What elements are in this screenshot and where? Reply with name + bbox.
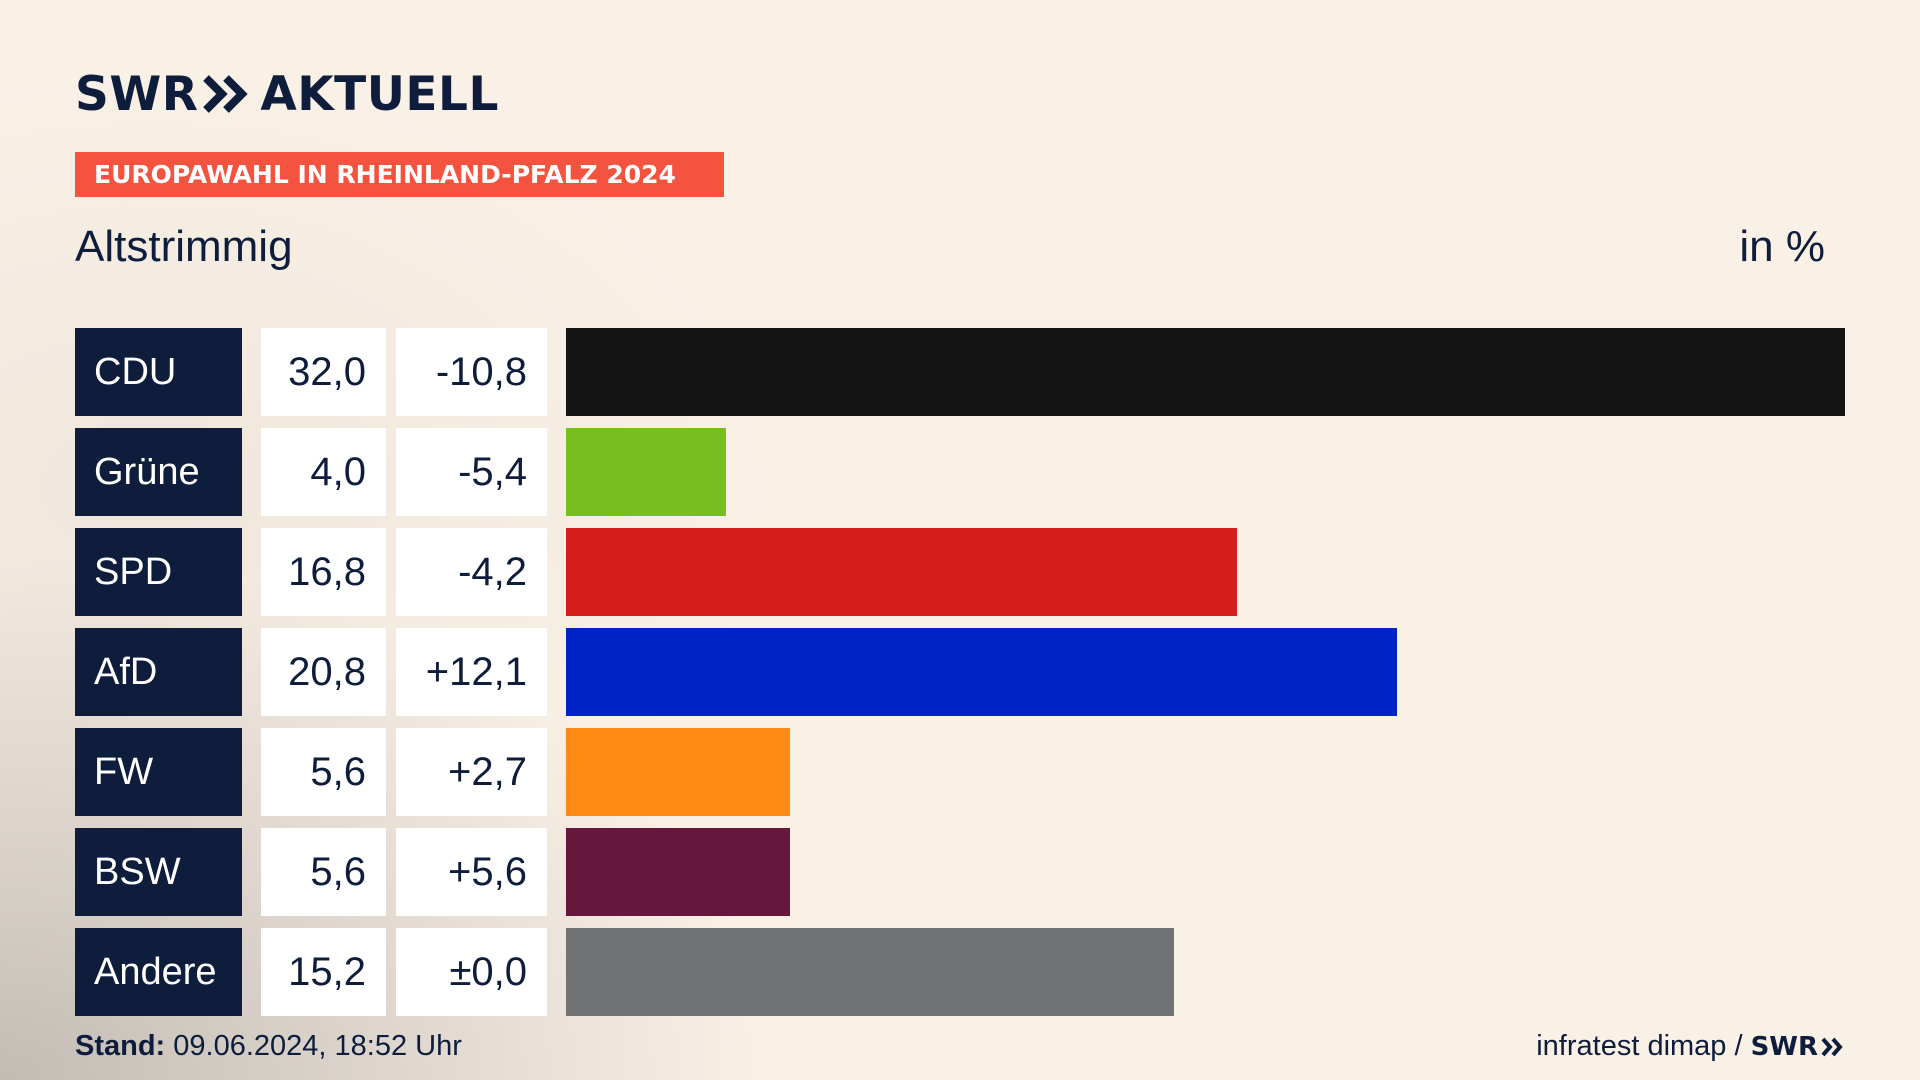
chart-unit: in % [1739,222,1825,271]
bar-row-spd: SPD 16,8 -4,2 [75,528,1845,616]
party-label: SPD [75,528,242,616]
bar-row-andere: Andere 15,2 ±0,0 [75,928,1845,1016]
value-label: 32,0 [261,328,386,416]
bar-row-fw: FW 5,6 +2,7 [75,728,1845,816]
double-chevron-icon [1821,1037,1843,1056]
diff-label: +12,1 [396,628,547,716]
bar [566,528,1237,616]
footer-timestamp: Stand: 09.06.2024, 18:52 Uhr [75,1030,462,1063]
banner-text: EUROPAWAHL IN RHEINLAND-PFALZ 2024 [94,160,676,189]
diff-label: +2,7 [396,728,547,816]
logo-aktuell-text: AKTUELL [260,66,499,122]
party-label: FW [75,728,242,816]
logo-swr-text: SWR [75,66,199,122]
bar [566,428,726,516]
bar-row-cdu: CDU 32,0 -10,8 [75,328,1845,416]
party-label: BSW [75,828,242,916]
swr-aktuell-logo: SWR AKTUELL [75,66,499,122]
bar [566,628,1397,716]
bar [566,928,1174,1016]
source-text: infratest dimap / [1536,1030,1743,1062]
chart-subtitle: Altstrimmig [75,222,293,271]
party-label: Andere [75,928,242,1016]
diff-label: ±0,0 [396,928,547,1016]
double-chevron-icon [203,75,249,113]
value-label: 16,8 [261,528,386,616]
bar-row-afd: AfD 20,8 +12,1 [75,628,1845,716]
stand-label: Stand: [75,1030,166,1062]
value-label: 4,0 [261,428,386,516]
diff-label: +5,6 [396,828,547,916]
value-label: 5,6 [261,828,386,916]
value-label: 5,6 [261,728,386,816]
source-logo-text: SWR [1750,1031,1818,1062]
party-label: CDU [75,328,242,416]
bar [566,828,790,916]
footer-source: infratest dimap / SWR [1536,1030,1845,1063]
election-banner: EUROPAWAHL IN RHEINLAND-PFALZ 2024 [75,152,724,197]
diff-label: -5,4 [396,428,547,516]
stand-value: 09.06.2024, 18:52 Uhr [173,1030,462,1062]
value-label: 20,8 [261,628,386,716]
bar [566,728,790,816]
bar-row-bsw: BSW 5,6 +5,6 [75,828,1845,916]
party-label: Grüne [75,428,242,516]
value-label: 15,2 [261,928,386,1016]
bar-row-grüne: Grüne 4,0 -5,4 [75,428,1845,516]
bar [566,328,1845,416]
party-label: AfD [75,628,242,716]
diff-label: -4,2 [396,528,547,616]
diff-label: -10,8 [396,328,547,416]
